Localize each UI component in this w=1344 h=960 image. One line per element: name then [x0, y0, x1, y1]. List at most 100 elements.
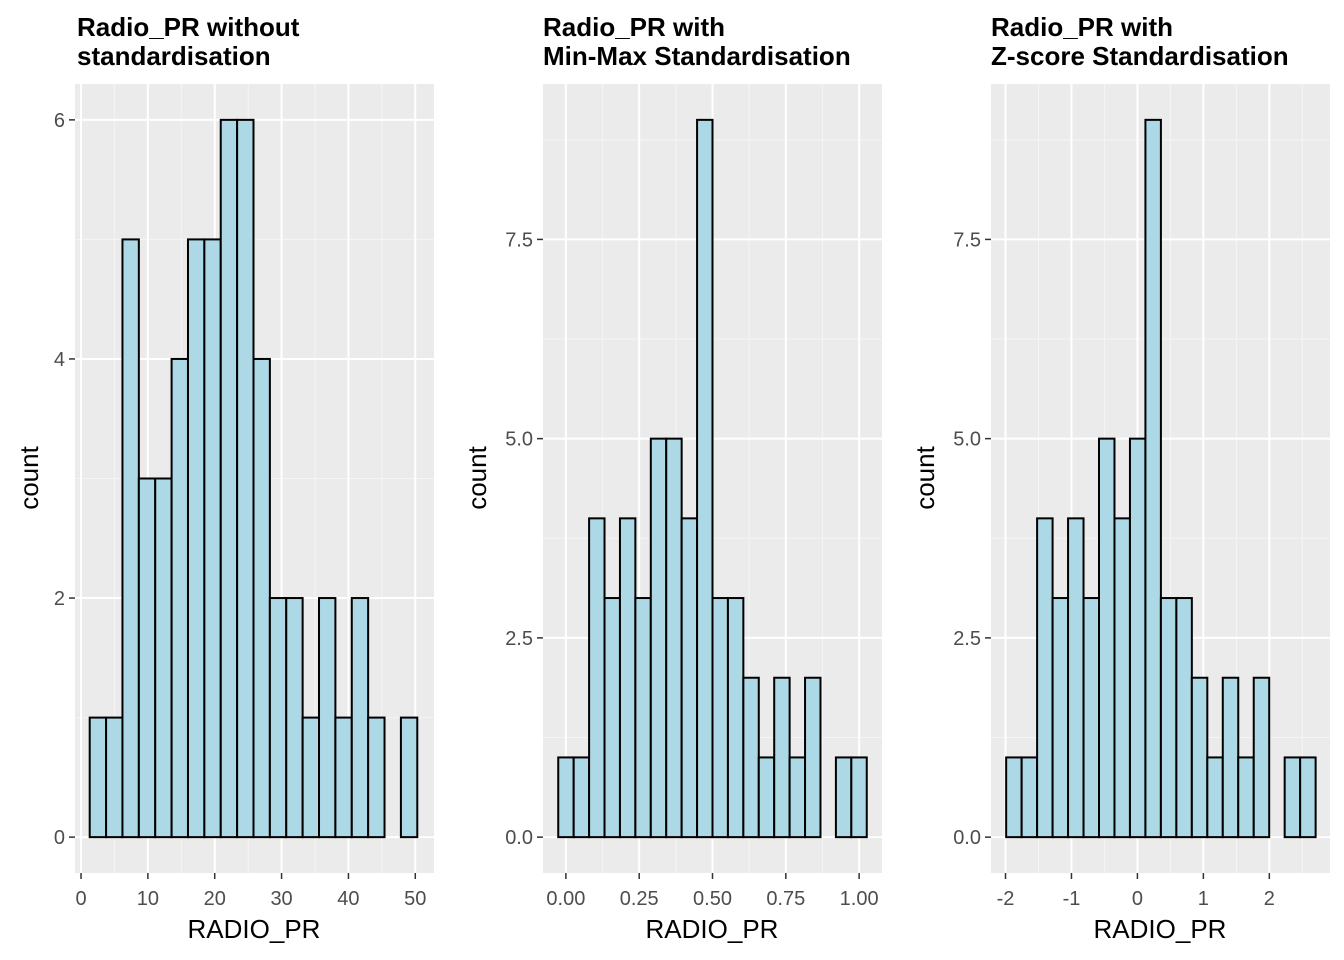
histogram-bar	[1299, 756, 1317, 839]
y-tick-label: 5.0	[505, 429, 533, 451]
histogram-bar	[680, 517, 699, 839]
histogram-bar	[557, 756, 575, 839]
y-axis-title: count	[910, 445, 940, 509]
histogram-bar	[1237, 756, 1255, 839]
histogram-bar	[603, 597, 621, 839]
histogram-bar	[219, 118, 239, 839]
panel-title-line-2: standardisation	[77, 41, 271, 71]
x-tick-label: 2	[1264, 888, 1275, 910]
histogram-bar	[804, 676, 822, 839]
y-tick-label: 6	[54, 110, 65, 132]
histogram-bar	[1036, 517, 1054, 839]
x-tick-label: 30	[270, 888, 292, 910]
panel-title-line-1: Radio_PR with	[991, 12, 1173, 42]
histogram-bar	[1005, 756, 1023, 839]
histogram-bar	[1159, 597, 1178, 839]
x-tick-label: 20	[204, 888, 226, 910]
histogram-bar	[285, 597, 304, 839]
y-tick-label: 2.5	[505, 628, 533, 650]
histogram-bar	[301, 716, 321, 839]
histogram-panel-z-score: Radio_PR with Z-score Standardisation -2…	[910, 12, 1330, 944]
histogram-bar	[773, 676, 791, 839]
histogram-panel-min-max: Radio_PR with Min-Max Standardisation 0.…	[462, 12, 882, 944]
histogram-bar	[634, 597, 652, 839]
histogram-bar	[850, 756, 868, 839]
x-tick-label: 1.00	[840, 888, 879, 910]
x-tick-label: -1	[1063, 888, 1081, 910]
x-tick-label: 0.25	[620, 888, 659, 910]
histogram-bar	[1221, 676, 1240, 839]
x-tick-label: 40	[337, 888, 359, 910]
histogram-bar	[1144, 118, 1162, 839]
histogram-bar	[367, 716, 386, 839]
histogram-bar	[154, 477, 173, 839]
plot-area: 0 10 20 30 40 50 0 2 4 6	[54, 84, 434, 910]
x-tick-label: 0.75	[766, 888, 805, 910]
histogram-bar	[757, 756, 776, 839]
histogram-bar	[742, 676, 760, 839]
histogram-bar	[1020, 756, 1039, 839]
histogram-bar	[1067, 517, 1085, 839]
histogram-bar	[203, 238, 222, 839]
histogram-bar	[711, 597, 729, 839]
x-tick-label: 0	[1132, 888, 1143, 910]
histogram-bar	[318, 597, 337, 839]
panel-title-line-1: Radio_PR without	[77, 12, 300, 42]
histogram-bar	[1190, 676, 1209, 839]
y-axis-title: count	[462, 445, 492, 509]
histogram-bar	[350, 597, 370, 839]
histogram-bar	[618, 517, 637, 839]
y-tick-label: 7.5	[953, 229, 981, 251]
histogram-bar	[1206, 756, 1224, 839]
y-tick-label: 0.0	[953, 827, 981, 849]
histogram-bar	[1175, 597, 1193, 839]
histogram-bar	[1283, 756, 1302, 839]
x-axis-title: RADIO_PR	[1094, 914, 1227, 944]
histogram-bar	[588, 517, 606, 839]
histogram-bar	[788, 756, 807, 839]
x-tick-label: 50	[404, 888, 426, 910]
histogram-bar	[186, 238, 206, 839]
panel-title-line-1: Radio_PR with	[543, 12, 725, 42]
y-tick-label: 0.0	[505, 827, 533, 849]
x-tick-label: 1	[1198, 888, 1209, 910]
plot-area: -2 -1 0 1 2 0.0 2.5 5.0 7.5	[953, 84, 1330, 910]
histogram-bar	[1051, 597, 1070, 839]
histogram-bar	[268, 597, 288, 839]
y-tick-label: 2	[54, 588, 65, 610]
y-tick-label: 0	[54, 827, 65, 849]
y-tick-label: 7.5	[505, 229, 533, 251]
histogram-bar	[1128, 437, 1147, 839]
histogram-bar	[1098, 437, 1116, 839]
histogram-bar	[572, 756, 591, 839]
y-tick-label: 5.0	[953, 429, 981, 451]
histogram-bar	[88, 716, 108, 839]
histogram-bar	[170, 357, 189, 839]
histogram-panel-raw: Radio_PR without standardisation 0 10 20 30…	[14, 12, 434, 944]
histogram-bar	[105, 716, 124, 839]
plot-area: 0.00 0.25 0.50 0.75 1.00 0.0 2.5 5.0 7.5	[505, 84, 882, 910]
histogram-bar	[252, 357, 271, 839]
y-tick-label: 4	[54, 349, 65, 371]
histogram-bar	[1082, 597, 1101, 839]
histogram-bar	[137, 477, 157, 839]
y-tick-label: 2.5	[953, 628, 981, 650]
x-axis-title: RADIO_PR	[646, 914, 779, 944]
histogram-bar	[834, 756, 853, 839]
histogram-bar	[399, 716, 419, 839]
x-tick-label: 0.50	[693, 888, 732, 910]
histogram-bar	[1113, 517, 1131, 839]
x-axis-title: RADIO_PR	[188, 914, 321, 944]
panel-title-line-2: Min-Max Standardisation	[543, 41, 851, 71]
histogram-bar	[236, 118, 255, 839]
histogram-bar	[726, 597, 745, 839]
histogram-bar	[121, 238, 140, 839]
histogram-bar	[334, 716, 353, 839]
histogram-bar	[696, 118, 714, 839]
histogram-bar	[649, 437, 668, 839]
histogram-bar	[1252, 676, 1271, 839]
x-tick-label: -2	[997, 888, 1015, 910]
x-tick-label: 0.00	[546, 888, 585, 910]
x-tick-label: 10	[137, 888, 159, 910]
